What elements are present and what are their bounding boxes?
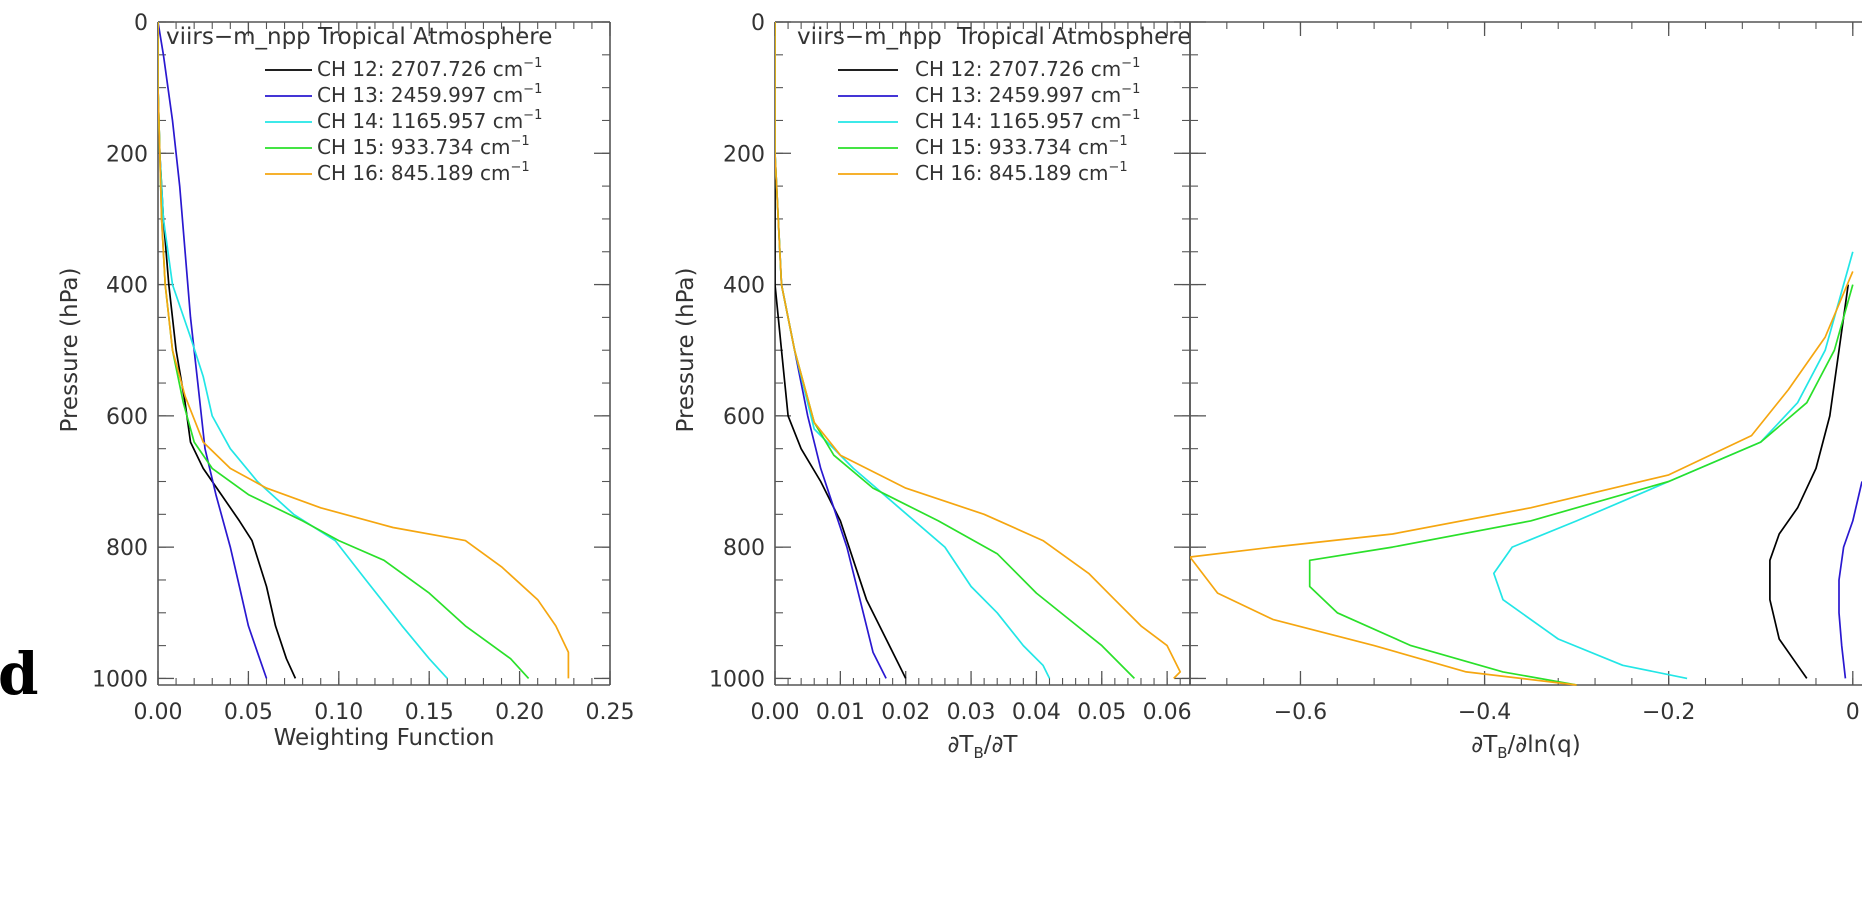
legend-entry: CH 15: 933.734 cm−1: [317, 134, 530, 159]
x-axis-title: ∂TB/∂T: [948, 732, 1019, 762]
x-tick-label: 0.03: [947, 700, 996, 725]
x-axis-title: ∂TB/∂ln(q): [1471, 732, 1580, 762]
legend-entry: CH 13: 2459.997 cm−1: [915, 82, 1140, 107]
legend-entry: CH 15: 933.734 cm−1: [915, 134, 1128, 159]
x-tick-label: 0.04: [1012, 700, 1061, 725]
series-line: [158, 21, 268, 679]
series-line: [1492, 251, 1854, 680]
y-tick-label: 400: [723, 274, 765, 299]
y-tick-label: 200: [723, 142, 765, 167]
y-axis-title: Pressure (hPa): [673, 268, 699, 433]
legend-entry: CH 12: 2707.726 cm−1: [915, 56, 1140, 81]
legend-entry: CH 16: 845.189 cm−1: [317, 160, 530, 185]
series-line: [1308, 284, 1854, 686]
x-tick-label: 0.20: [495, 700, 544, 725]
x-tick-label: 0.05: [224, 700, 273, 725]
series-line: [1190, 271, 1854, 686]
legend-entry: CH 14: 1165.957 cm−1: [317, 108, 542, 133]
x-tick-label: 0.00: [134, 700, 183, 725]
x-tick-label: 0: [1846, 700, 1860, 725]
y-tick-label: 400: [106, 274, 148, 299]
series-line: [158, 22, 448, 679]
y-tick-label: 1000: [92, 667, 148, 692]
legend-entry: CH 16: 845.189 cm−1: [915, 160, 1128, 185]
x-tick-label: 0.06: [1143, 700, 1192, 725]
series-line: [1769, 284, 1850, 679]
y-tick-label: 200: [106, 142, 148, 167]
x-tick-label: 0.00: [751, 700, 800, 725]
series-line: [775, 22, 887, 679]
y-axis-title: Pressure (hPa): [57, 268, 83, 433]
x-tick-label: 0.01: [816, 700, 865, 725]
series-line: [158, 22, 297, 679]
x-tick-label: 0.05: [1077, 700, 1126, 725]
legend-entry: CH 14: 1165.957 cm−1: [915, 108, 1140, 133]
x-axis-title: Weighting Function: [274, 725, 495, 751]
x-tick-label: 0.25: [586, 700, 635, 725]
chart-title: Tropical Atmosphere: [956, 24, 1191, 50]
y-tick-label: 600: [723, 405, 765, 430]
chart-subtitle: viirs−m_npp: [166, 24, 311, 50]
series-line: [775, 22, 907, 679]
chart-title: Tropical Atmosphere: [317, 24, 552, 50]
legend-entry: CH 13: 2459.997 cm−1: [317, 82, 542, 107]
y-tick-label: 800: [106, 536, 148, 561]
y-tick-label: 0: [134, 11, 148, 36]
series-line: [775, 22, 1182, 680]
x-tick-label: −0.4: [1458, 700, 1511, 725]
x-tick-label: −0.2: [1642, 700, 1695, 725]
y-tick-label: 600: [106, 405, 148, 430]
chart-subtitle: viirs−m_npp: [797, 24, 942, 50]
legend-entry: CH 12: 2707.726 cm−1: [317, 56, 542, 81]
series-line: [158, 22, 570, 679]
y-tick-label: 800: [723, 536, 765, 561]
x-tick-label: 0.10: [314, 700, 363, 725]
y-tick-label: 0: [751, 11, 765, 36]
x-tick-label: −0.6: [1274, 700, 1327, 725]
x-tick-label: 0.15: [405, 700, 454, 725]
series-line: [1838, 481, 1862, 679]
x-tick-label: 0.02: [881, 700, 930, 725]
panel-label: d: [0, 640, 39, 708]
y-tick-label: 1000: [709, 667, 765, 692]
